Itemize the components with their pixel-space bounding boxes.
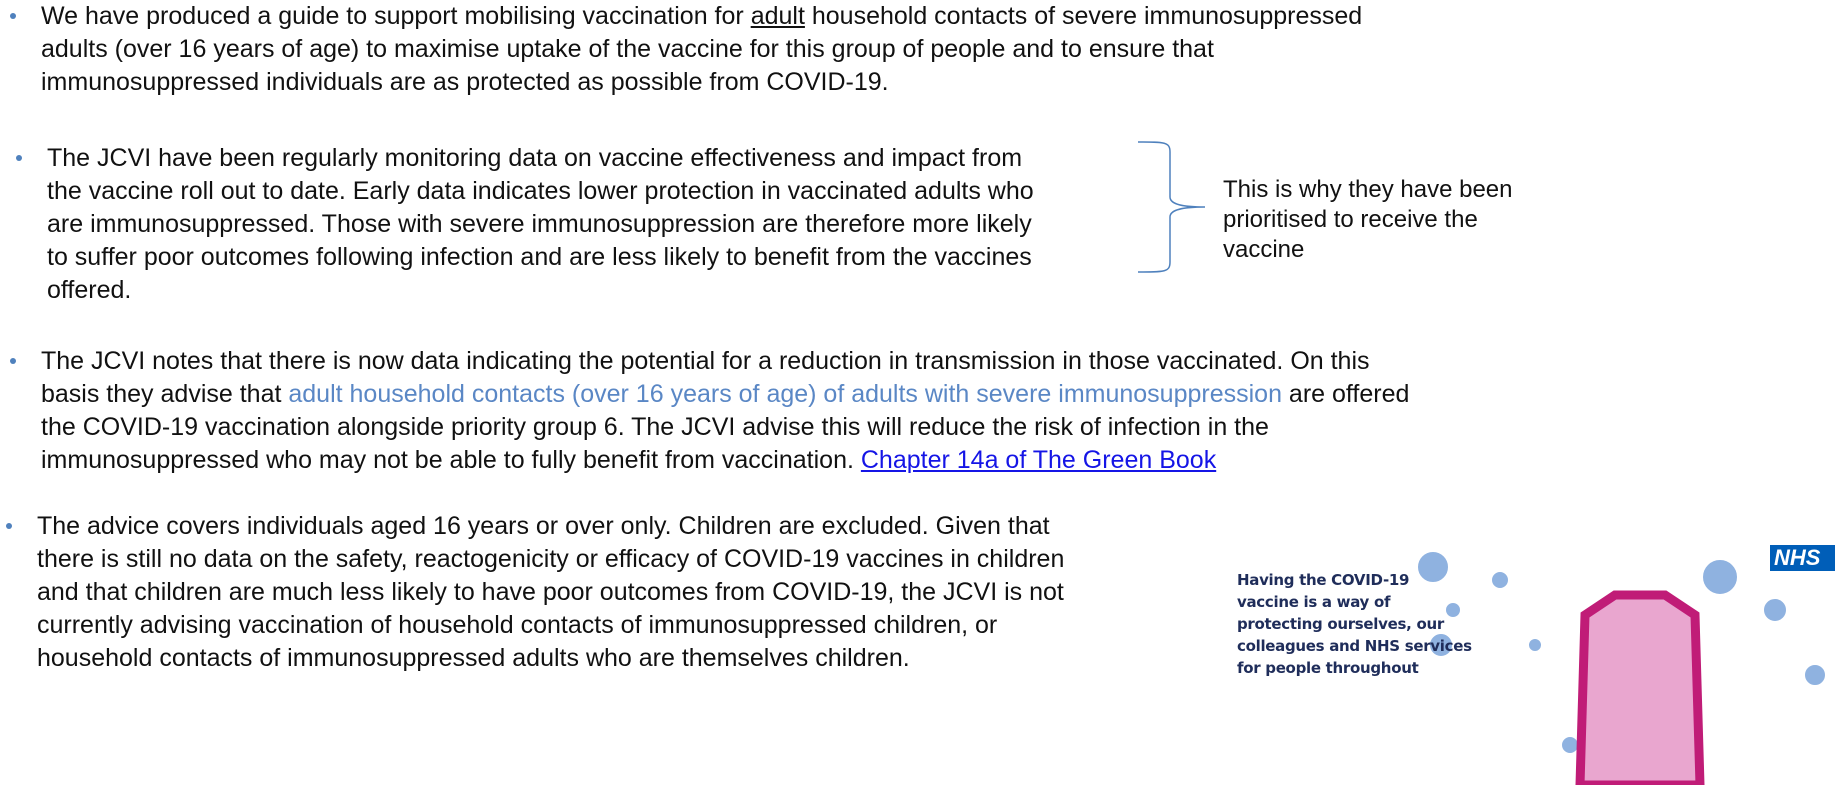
poster-line: vaccine is a way of: [1237, 591, 1472, 613]
text-line: adults (over 16 years of age) to maximis…: [41, 33, 1362, 66]
poster-line: for people throughout: [1237, 657, 1472, 679]
text-line: The advice covers individuals aged 16 ye…: [37, 510, 1064, 543]
text: offered.: [47, 276, 131, 304]
text-line: We have produced a guide to support mobi…: [41, 0, 1362, 33]
text-line: and that children are much less likely t…: [37, 576, 1064, 609]
text: immunosuppressed individuals are as prot…: [41, 68, 889, 96]
highlight-text: adult household contacts (over 16 years …: [288, 380, 1282, 408]
bullet-dot: [6, 523, 12, 529]
text-line: offered.: [47, 274, 1034, 307]
bullet-dot: [10, 358, 16, 364]
text: are offered: [1282, 380, 1409, 408]
bullet-dot: [10, 13, 16, 19]
text: household contacts of severe immunosuppr…: [805, 2, 1362, 30]
text: the COVID-19 vaccination alongside prior…: [41, 413, 1269, 441]
text: The JCVI have been regularly monitoring …: [47, 144, 1022, 172]
text-line: the vaccine roll out to date. Early data…: [47, 175, 1034, 208]
side-note-line: This is why they have been: [1223, 175, 1513, 205]
text-line: basis they advise that adult household c…: [41, 378, 1409, 411]
text: basis they advise that: [41, 380, 288, 408]
text: and that children are much less likely t…: [37, 578, 1064, 606]
nhs-logo: NHS: [1770, 545, 1835, 571]
bullet-dot: [16, 155, 22, 161]
bullet-paragraph: The JCVI have been regularly monitoring …: [47, 142, 1034, 307]
text-line: The JCVI have been regularly monitoring …: [47, 142, 1034, 175]
poster-line: protecting ourselves, our: [1237, 613, 1472, 635]
poster-line: colleagues and NHS services: [1237, 635, 1472, 657]
link-text[interactable]: Chapter 14a of The Green Book: [861, 446, 1216, 474]
text: immunosuppressed who may not be able to …: [41, 446, 861, 474]
side-note-line: vaccine: [1223, 235, 1513, 265]
text-line: The JCVI notes that there is now data in…: [41, 345, 1409, 378]
bullet-paragraph: We have produced a guide to support mobi…: [41, 0, 1362, 99]
text-line: currently advising vaccination of househ…: [37, 609, 1064, 642]
text-line: there is still no data on the safety, re…: [37, 543, 1064, 576]
text: adults (over 16 years of age) to maximis…: [41, 35, 1214, 63]
underline-text: adult: [751, 2, 805, 30]
page: This is why they have beenprioritised to…: [0, 0, 1835, 785]
text: The advice covers individuals aged 16 ye…: [37, 512, 1050, 540]
text: the vaccine roll out to date. Early data…: [47, 177, 1034, 205]
text-line: the COVID-19 vaccination alongside prior…: [41, 411, 1409, 444]
bullet-paragraph: The JCVI notes that there is now data in…: [41, 345, 1409, 477]
text-line: to suffer poor outcomes following infect…: [47, 241, 1034, 274]
text: We have produced a guide to support mobi…: [41, 2, 751, 30]
text-line: are immunosuppressed. Those with severe …: [47, 208, 1034, 241]
text-line: immunosuppressed who may not be able to …: [41, 444, 1409, 477]
poster-line: Having the COVID-19: [1237, 569, 1472, 591]
bullet-paragraph: The advice covers individuals aged 16 ye…: [37, 510, 1064, 675]
side-note-line: prioritised to receive the: [1223, 205, 1513, 235]
text-line: immunosuppressed individuals are as prot…: [41, 66, 1362, 99]
text: currently advising vaccination of househ…: [37, 611, 997, 639]
text: household contacts of immunosuppressed a…: [37, 644, 910, 672]
text: to suffer poor outcomes following infect…: [47, 243, 1032, 271]
text: are immunosuppressed. Those with severe …: [47, 210, 1032, 238]
text: The JCVI notes that there is now data in…: [41, 347, 1370, 375]
brace: [1138, 142, 1205, 272]
text-line: household contacts of immunosuppressed a…: [37, 642, 1064, 675]
text: there is still no data on the safety, re…: [37, 545, 1064, 573]
